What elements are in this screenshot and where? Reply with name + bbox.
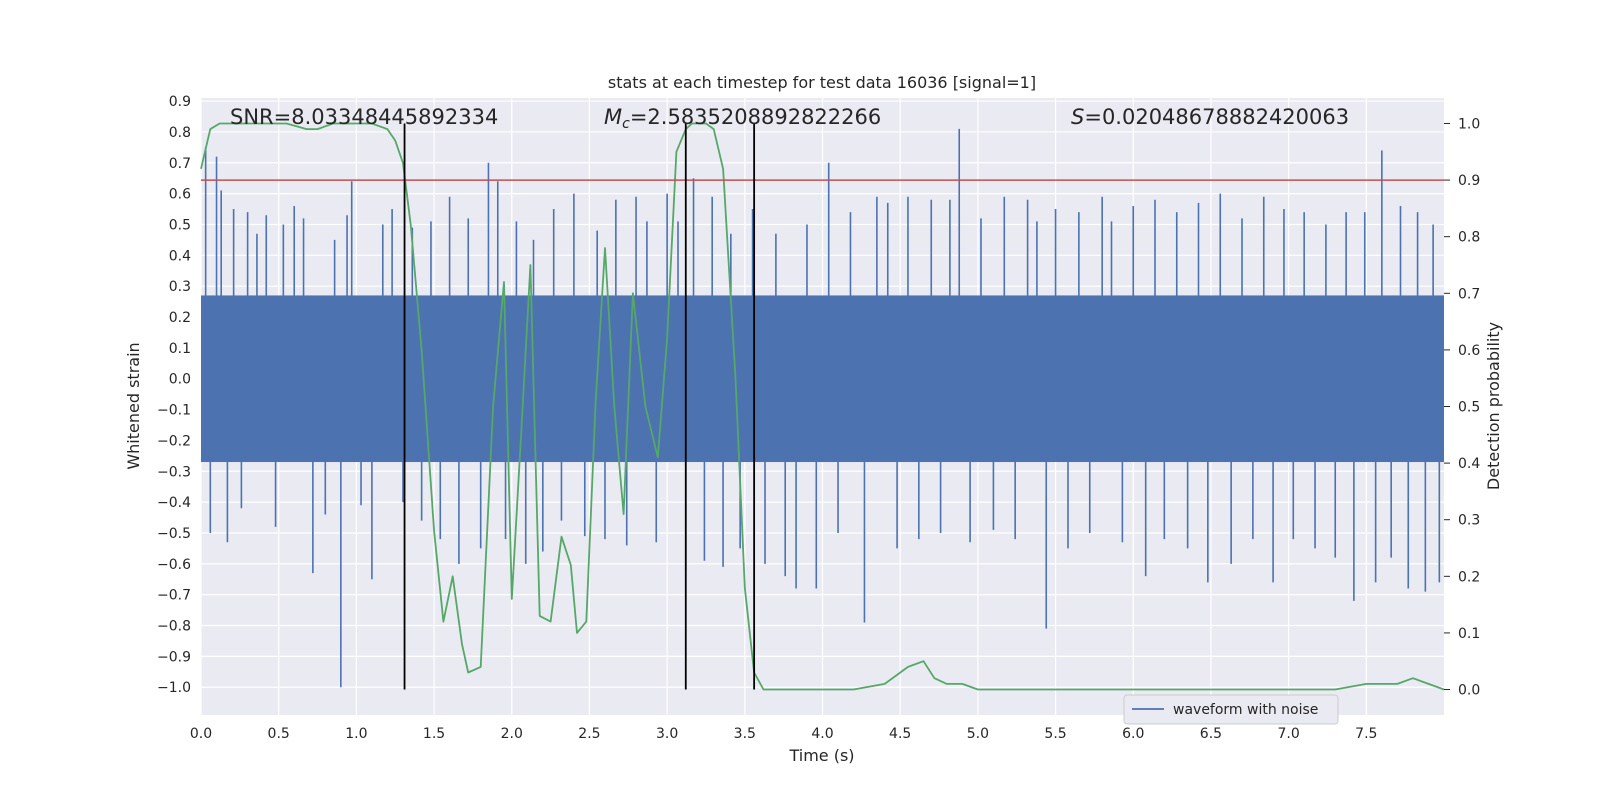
y2-tick-label-10: 0.0 — [1458, 683, 1480, 699]
mc-symbol: M — [604, 105, 622, 129]
x-tick-label-5: 2.5 — [578, 726, 600, 742]
x-ticks: 0.0 0.5 1.0 1.5 2.0 2.5 3.0 3.5 4.0 4.5 5.0 5.5 6.0 6… — [190, 726, 1378, 742]
y-tick-label-10: −0.1 — [157, 403, 191, 419]
x-tick-label-1: 0.5 — [268, 726, 290, 742]
y2-axis-label: Detection probability — [1484, 322, 1503, 490]
x-tick-label-13: 6.5 — [1200, 726, 1222, 742]
y2-ticks: 1.0 0.9 0.8 0.7 0.6 0.5 0.4 0.3 0.2 0.1 0.0 — [1444, 116, 1480, 699]
s-annotation: S=0.02048678882420063 — [1071, 105, 1349, 129]
y2-tick-label-8: 0.2 — [1458, 569, 1480, 585]
legend: waveform with noise — [1123, 694, 1339, 725]
y-tick-label-16: −0.7 — [157, 588, 191, 604]
y2-tick-label-2: 0.8 — [1458, 230, 1480, 246]
x-tick-label-8: 4.0 — [811, 726, 833, 742]
y-tick-label-0: 0.9 — [169, 94, 191, 110]
x-tick-label-4: 2.0 — [501, 726, 523, 742]
x-tick-label-15: 7.5 — [1355, 726, 1377, 742]
y2-tick-label-4: 0.6 — [1458, 343, 1480, 359]
mc-subscript: c — [622, 116, 630, 132]
y2-tick-label-6: 0.4 — [1458, 456, 1480, 472]
y2-tick-label-7: 0.3 — [1458, 513, 1480, 529]
y-tick-label-2: 0.7 — [169, 156, 191, 172]
y-tick-label-4: 0.5 — [169, 217, 191, 233]
y-tick-label-9: 0.0 — [169, 372, 191, 388]
x-tick-label-14: 7.0 — [1277, 726, 1299, 742]
y-tick-label-3: 0.6 — [169, 187, 191, 203]
x-tick-label-6: 3.0 — [656, 726, 678, 742]
x-tick-label-11: 5.5 — [1044, 726, 1066, 742]
y-tick-label-12: −0.3 — [157, 464, 191, 480]
x-axis-label: Time (s) — [788, 746, 854, 765]
y-tick-label-18: −0.9 — [157, 649, 191, 665]
y-tick-label-8: 0.1 — [169, 341, 191, 357]
chart-title: stats at each timestep for test data 160… — [608, 73, 1036, 92]
y2-tick-label-0: 1.0 — [1458, 116, 1480, 132]
y-tick-label-6: 0.3 — [169, 279, 191, 295]
event-markers — [403, 123, 756, 690]
y2-tick-label-5: 0.5 — [1458, 400, 1480, 416]
y-tick-label-11: −0.2 — [157, 433, 191, 449]
snr-annotation: SNR=8.03348445892334 — [230, 105, 498, 129]
y-tick-label-5: 0.4 — [169, 248, 191, 264]
s-symbol: S — [1071, 105, 1084, 129]
x-tick-label-9: 4.5 — [889, 726, 911, 742]
y-tick-label-7: 0.2 — [169, 310, 191, 326]
s-value: =0.02048678882420063 — [1084, 105, 1349, 129]
y-ticks: 0.9 0.8 0.7 0.6 0.5 0.4 0.3 0.2 0.1 0.0 −0.1 −0.2 −0… — [157, 94, 191, 696]
y-axis-label: Whitened strain — [124, 342, 143, 469]
waveform-core-band — [201, 295, 1444, 463]
y-tick-label-19: −1.0 — [157, 680, 191, 696]
y2-tick-label-9: 0.1 — [1458, 626, 1480, 642]
y2-tick-label-3: 0.7 — [1458, 286, 1480, 302]
y-tick-label-15: −0.6 — [157, 557, 191, 573]
x-tick-label-2: 1.0 — [345, 726, 367, 742]
waveform-series — [201, 128, 1444, 688]
chirp-mass-annotation: Mc=2.5835208892822266 — [604, 105, 881, 132]
mc-value: =2.5835208892822266 — [630, 105, 881, 129]
x-tick-label-12: 6.0 — [1122, 726, 1144, 742]
y-tick-label-1: 0.8 — [169, 125, 191, 141]
legend-box — [1123, 694, 1339, 725]
x-tick-label-3: 1.5 — [423, 726, 445, 742]
y2-tick-label-1: 0.9 — [1458, 173, 1480, 189]
y-tick-label-17: −0.8 — [157, 619, 191, 635]
x-tick-label-7: 3.5 — [734, 726, 756, 742]
legend-label: waveform with noise — [1173, 702, 1318, 718]
y-tick-label-13: −0.4 — [157, 495, 191, 511]
x-tick-label-0: 0.0 — [190, 726, 212, 742]
y-tick-label-14: −0.5 — [157, 526, 191, 542]
x-tick-label-10: 5.0 — [967, 726, 989, 742]
